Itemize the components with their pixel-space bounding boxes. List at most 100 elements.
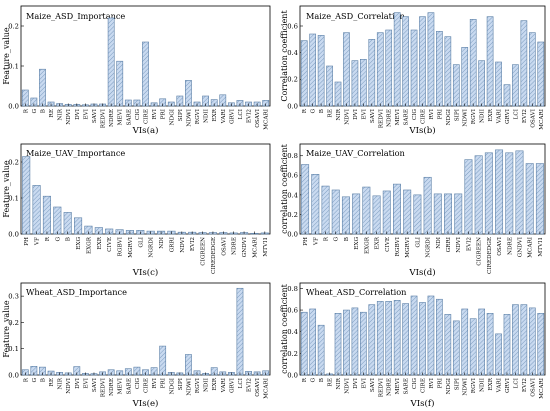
y-tick-label: 0.2 — [8, 319, 19, 327]
x-tick-label: DVI — [75, 109, 81, 120]
x-tick-label: MEVI — [118, 109, 124, 125]
x-tick-label: EXR — [97, 236, 103, 249]
bar — [419, 16, 426, 107]
x-ticks: PH VF R G B EXG EXGR EXR CIVE RGBVI MGRVI GLI NGRDI N… — [303, 231, 544, 274]
x-tick-label: MCARI — [539, 378, 545, 399]
x-ticks: R G B RE NIR NDVI DVI EVI SAVI REDVI NDRE MEVI SARE C… — [302, 372, 545, 399]
y-tick-label: 0.0 — [8, 371, 19, 379]
x-tick-label: SIPI — [178, 109, 184, 121]
x-tick-label: LCI — [513, 109, 519, 119]
x-tick-label: B — [344, 237, 350, 241]
x-tick-label: RE — [49, 109, 55, 117]
y-axis-label: Feature_value — [2, 300, 11, 358]
bar — [537, 313, 545, 376]
x-tick-label: EVI2 — [247, 378, 253, 393]
y-tick-label: 0.8 — [287, 152, 298, 160]
x-tick-label: CIG — [135, 109, 141, 121]
x-tick-label: GRVI — [505, 378, 511, 393]
bar — [495, 149, 504, 235]
x-tick-label: CIGREEN — [477, 237, 483, 266]
x-tick-label: EVI2 — [522, 109, 528, 124]
x-tick-label: G — [32, 109, 38, 114]
y-axis-label: correlation coefficient — [280, 143, 289, 233]
x-tick-label: R — [45, 236, 51, 241]
x-tick-label: NDRE — [232, 237, 238, 255]
x-tick-label: VF — [313, 237, 319, 246]
x-tick-label: NIR — [58, 108, 64, 120]
bar — [376, 301, 384, 376]
x-tick-label: SARE — [126, 109, 132, 125]
bar — [360, 59, 367, 107]
bar — [368, 39, 376, 107]
bars — [22, 156, 269, 235]
bar — [495, 333, 502, 376]
x-tick-label: NDRE — [109, 109, 115, 127]
bar — [331, 189, 340, 235]
x-tick-label: EXGR — [86, 236, 92, 254]
x-tick-label: CIRE — [421, 378, 427, 393]
y-axis-label: Correlation coefficient — [280, 10, 289, 102]
bar — [520, 20, 528, 107]
x-tick-label: PRI — [437, 109, 443, 119]
bar — [454, 193, 463, 235]
x-tick-label: NDRE — [387, 109, 393, 127]
x-tick-label: MCARI — [264, 378, 270, 399]
x-tick-label: RGBVI — [118, 237, 124, 256]
y-tick-label: 0.1 — [8, 345, 19, 353]
bars — [21, 287, 270, 376]
x-tick-label: REDVI — [378, 378, 384, 397]
x-tick-label: OSAVI — [221, 237, 227, 256]
y-tick-label: 0.6 — [287, 172, 298, 180]
x-tick-label: EVI — [361, 378, 367, 389]
y-ticks: 0.0 0.2 0.4 0.6 0.8 — [287, 152, 303, 238]
x-tick-label: GRVI — [505, 109, 511, 124]
bar — [484, 152, 493, 235]
x-tick-label: EVI — [83, 378, 89, 389]
x-ticks: R G B RE NIR NDVI DVI EVI SAVI REDVI NDRE MEVI SARE C… — [23, 372, 270, 399]
x-tick-label: GRVI — [229, 378, 235, 393]
x-tick-label: CIVE — [385, 237, 391, 252]
x-tick-label: B — [319, 378, 325, 382]
x-tick-label: NGRDI — [149, 237, 155, 258]
x-tick-label: G — [311, 109, 317, 114]
x-axis-label: VIs(c) — [132, 267, 159, 278]
x-tick-label: CIRE — [144, 378, 150, 393]
bar — [32, 185, 41, 235]
x-ticks: R G B RE NIR NDVI DVI EVI SAVI REDVI NDRE MEVI SARE C… — [302, 103, 545, 130]
bar — [116, 60, 124, 107]
y-tick-label: 0.8 — [287, 285, 298, 293]
bar — [341, 196, 350, 235]
bar — [343, 309, 350, 376]
bar — [436, 31, 443, 107]
x-tick-label: NDVI — [344, 378, 350, 394]
x-tick-label: B — [40, 378, 46, 382]
x-tick-label: MTVI1 — [263, 237, 269, 257]
x-tick-label: EXR — [488, 377, 494, 390]
x-tick-label: B — [66, 237, 72, 241]
x-tick-label: VARI — [497, 378, 503, 393]
x-tick-label: LCI — [238, 109, 244, 119]
x-tick-label: MTVI1 — [538, 237, 544, 257]
y-tick-label: 0.2 — [287, 76, 298, 84]
bar — [520, 304, 528, 376]
y-tick-label: 0.4 — [287, 328, 298, 336]
x-tick-label: MEVI — [395, 378, 401, 394]
bar — [362, 186, 371, 235]
x-tick-label: NDGI — [446, 109, 452, 125]
y-tick-label: 0.4 — [287, 191, 298, 199]
x-tick-label: MGRVI — [128, 237, 134, 258]
x-tick-label: NDVI — [456, 237, 462, 253]
bar — [402, 303, 409, 376]
chart-title: Wheat_ASD_Correlation — [306, 287, 407, 297]
bar — [300, 40, 308, 107]
x-tick-label: GNDVI — [242, 237, 248, 257]
bar — [419, 302, 426, 376]
bar — [343, 32, 350, 107]
bar — [512, 304, 519, 376]
panel-maize-uav-correlation: Maize_UAV_Correlation correlation coeffi… — [280, 143, 546, 278]
x-tick-label: RVI — [429, 378, 435, 388]
x-tick-label: CIGREEN — [201, 237, 207, 266]
x-tick-label: NGRDI — [426, 237, 432, 258]
x-tick-label: MCARI — [539, 109, 545, 130]
x-tick-label: SARE — [404, 109, 410, 125]
